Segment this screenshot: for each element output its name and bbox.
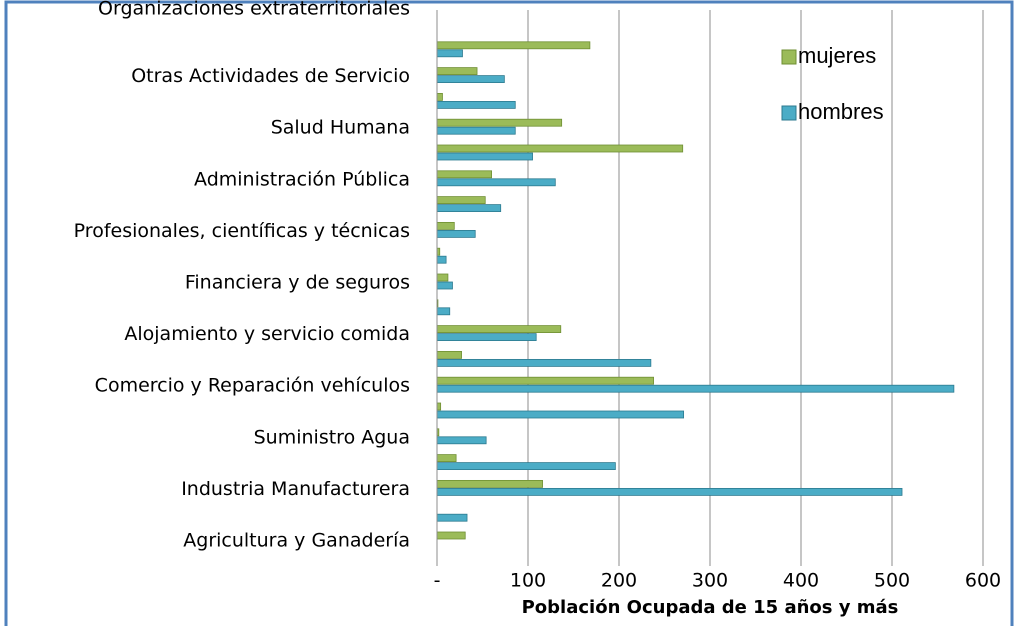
legend-label: mujeres: [798, 43, 876, 68]
x-tick-label: 100: [510, 570, 546, 592]
bar: [436, 402, 442, 411]
legend-swatch: [781, 105, 797, 121]
bar: [436, 350, 462, 359]
bar: [436, 204, 502, 213]
bar: [436, 281, 453, 290]
x-axis-title: Población Ocupada de 15 años y más: [522, 597, 899, 618]
y-tick-label: Administración Pública: [194, 168, 410, 190]
y-tick-label: Otras Actividades de Servicio: [131, 65, 410, 87]
bar: [436, 229, 476, 238]
bar: [436, 126, 516, 135]
bar: [436, 144, 684, 153]
bar: [436, 75, 505, 83]
bar: [436, 479, 543, 488]
frame: [4, 0, 1014, 626]
bar: [436, 462, 616, 471]
y-tick-label: Industria Manufacturera: [181, 478, 410, 500]
x-tick-label: 200: [601, 570, 637, 592]
y-tick-label: Comercio y Reparación vehículos: [95, 375, 410, 397]
bar: [436, 49, 463, 58]
bar: [436, 41, 591, 50]
bar: [436, 513, 468, 522]
bar: [436, 196, 486, 205]
y-tick-label: Financiera y de seguros: [185, 272, 410, 294]
bar: [436, 454, 457, 463]
bar: [436, 178, 556, 187]
bar: [436, 436, 487, 445]
bar: [436, 273, 449, 282]
bar: [436, 255, 447, 264]
legend-swatch: [781, 49, 797, 65]
bar: [436, 152, 533, 161]
y-tick-label: Organizaciones extraterritoriales: [98, 0, 410, 20]
bar: [436, 307, 451, 316]
bar: [436, 101, 516, 109]
bar: [436, 93, 443, 101]
x-tick-label: -: [434, 570, 441, 592]
x-tick-label: 600: [965, 570, 1001, 592]
bar: [436, 358, 652, 367]
y-tick-label: Agricultura y Ganadería: [183, 530, 410, 552]
bar: [436, 410, 685, 419]
bar: [436, 333, 537, 342]
bar: [436, 118, 563, 127]
x-tick-label: 300: [692, 570, 728, 592]
bar: [436, 67, 478, 75]
x-tick-label: 500: [874, 570, 910, 592]
bar: [436, 221, 455, 230]
y-tick-label: Salud Humana: [271, 117, 410, 139]
bar: [436, 384, 955, 393]
x-tick-label: 400: [783, 570, 819, 592]
legend-label: hombres: [798, 99, 884, 124]
bar: [436, 487, 903, 496]
bar: [436, 170, 492, 179]
y-tick-label: Suministro Agua: [254, 426, 410, 448]
bar: [436, 376, 654, 385]
bar: [436, 531, 466, 540]
y-tick-label: Alojamiento y servicio comida: [124, 323, 410, 345]
y-tick-label: Profesionales, científicas y técnicas: [74, 220, 410, 242]
bar: [436, 325, 562, 334]
